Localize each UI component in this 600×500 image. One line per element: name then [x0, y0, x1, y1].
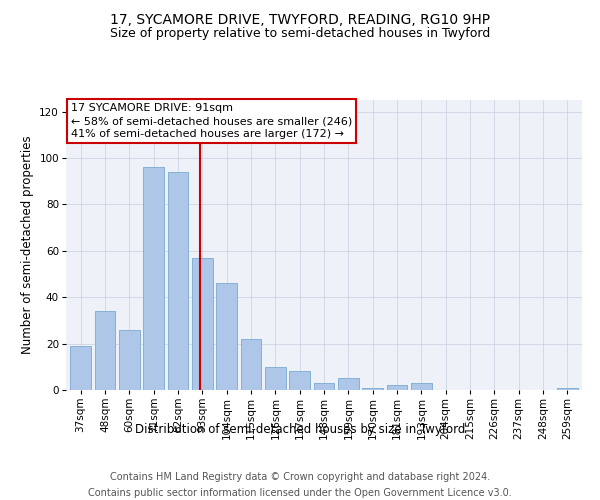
Text: Distribution of semi-detached houses by size in Twyford: Distribution of semi-detached houses by … — [135, 422, 465, 436]
Text: Contains HM Land Registry data © Crown copyright and database right 2024.: Contains HM Land Registry data © Crown c… — [110, 472, 490, 482]
Bar — [167, 172, 188, 390]
Text: Size of property relative to semi-detached houses in Twyford: Size of property relative to semi-detach… — [110, 28, 490, 40]
Bar — [70, 346, 91, 390]
Bar — [557, 388, 578, 390]
Bar — [192, 258, 212, 390]
Text: Contains public sector information licensed under the Open Government Licence v3: Contains public sector information licen… — [88, 488, 512, 498]
Text: 17, SYCAMORE DRIVE, TWYFORD, READING, RG10 9HP: 17, SYCAMORE DRIVE, TWYFORD, READING, RG… — [110, 12, 490, 26]
Bar — [338, 378, 359, 390]
Y-axis label: Number of semi-detached properties: Number of semi-detached properties — [21, 136, 34, 354]
Bar — [386, 386, 407, 390]
Bar — [216, 284, 237, 390]
Bar — [95, 311, 115, 390]
Text: 17 SYCAMORE DRIVE: 91sqm
← 58% of semi-detached houses are smaller (246)
41% of : 17 SYCAMORE DRIVE: 91sqm ← 58% of semi-d… — [71, 103, 352, 140]
Bar — [241, 339, 262, 390]
Bar — [314, 383, 334, 390]
Bar — [143, 168, 164, 390]
Bar — [119, 330, 140, 390]
Bar — [362, 388, 383, 390]
Bar — [289, 372, 310, 390]
Bar — [265, 367, 286, 390]
Bar — [411, 383, 432, 390]
